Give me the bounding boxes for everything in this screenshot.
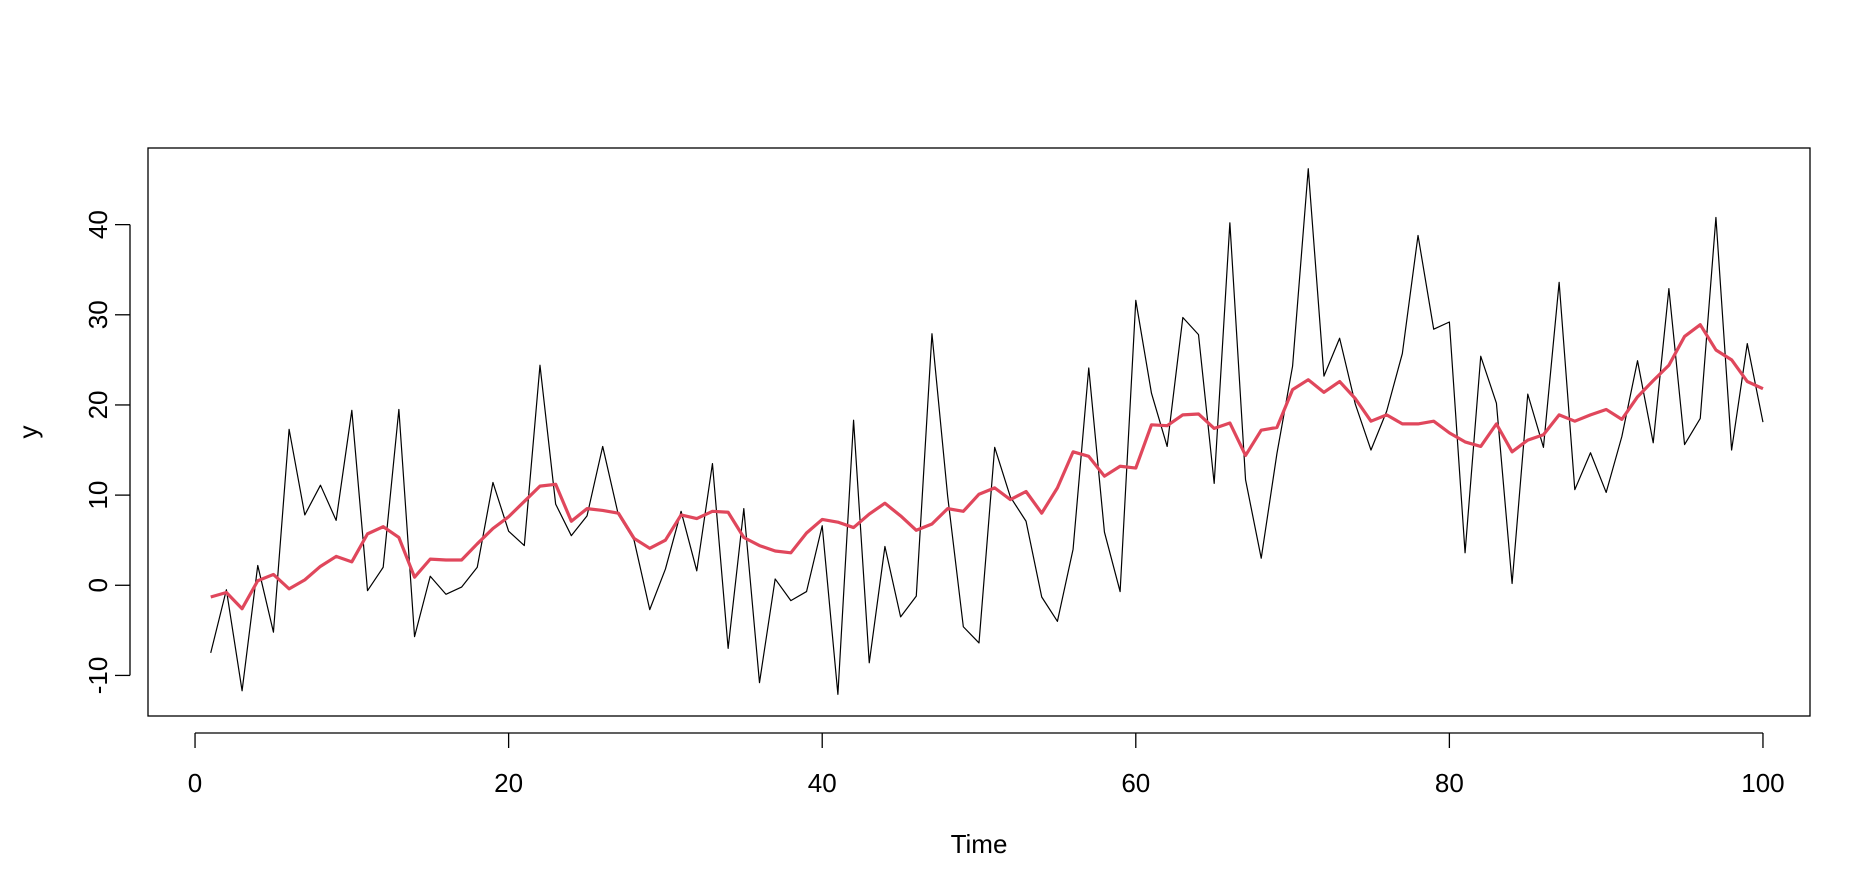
x-tick-label: 60	[1121, 768, 1150, 798]
y-axis: -10 0 10 20 30 40	[83, 210, 131, 695]
x-tick-label: 80	[1435, 768, 1464, 798]
series-layer	[210, 168, 1764, 695]
y-tick-label: -10	[83, 657, 113, 695]
x-axis: 0 20 40 60 80 100	[188, 732, 1785, 798]
x-tick-label: 0	[188, 768, 202, 798]
y-tick-label: 10	[83, 481, 113, 510]
y-tick-label: 40	[83, 210, 113, 239]
x-tick-label: 20	[494, 768, 523, 798]
y-axis-title: y	[13, 426, 43, 439]
series-line-2	[210, 323, 1764, 611]
y-tick-label: 30	[83, 300, 113, 329]
x-tick-label: 40	[808, 768, 837, 798]
x-tick-label: 100	[1741, 768, 1784, 798]
x-axis-title: Time	[951, 829, 1008, 859]
y-tick-label: 0	[83, 578, 113, 592]
plot-frame	[147, 147, 1811, 717]
y-tick-label: 20	[83, 390, 113, 419]
series-line-1	[210, 168, 1764, 695]
